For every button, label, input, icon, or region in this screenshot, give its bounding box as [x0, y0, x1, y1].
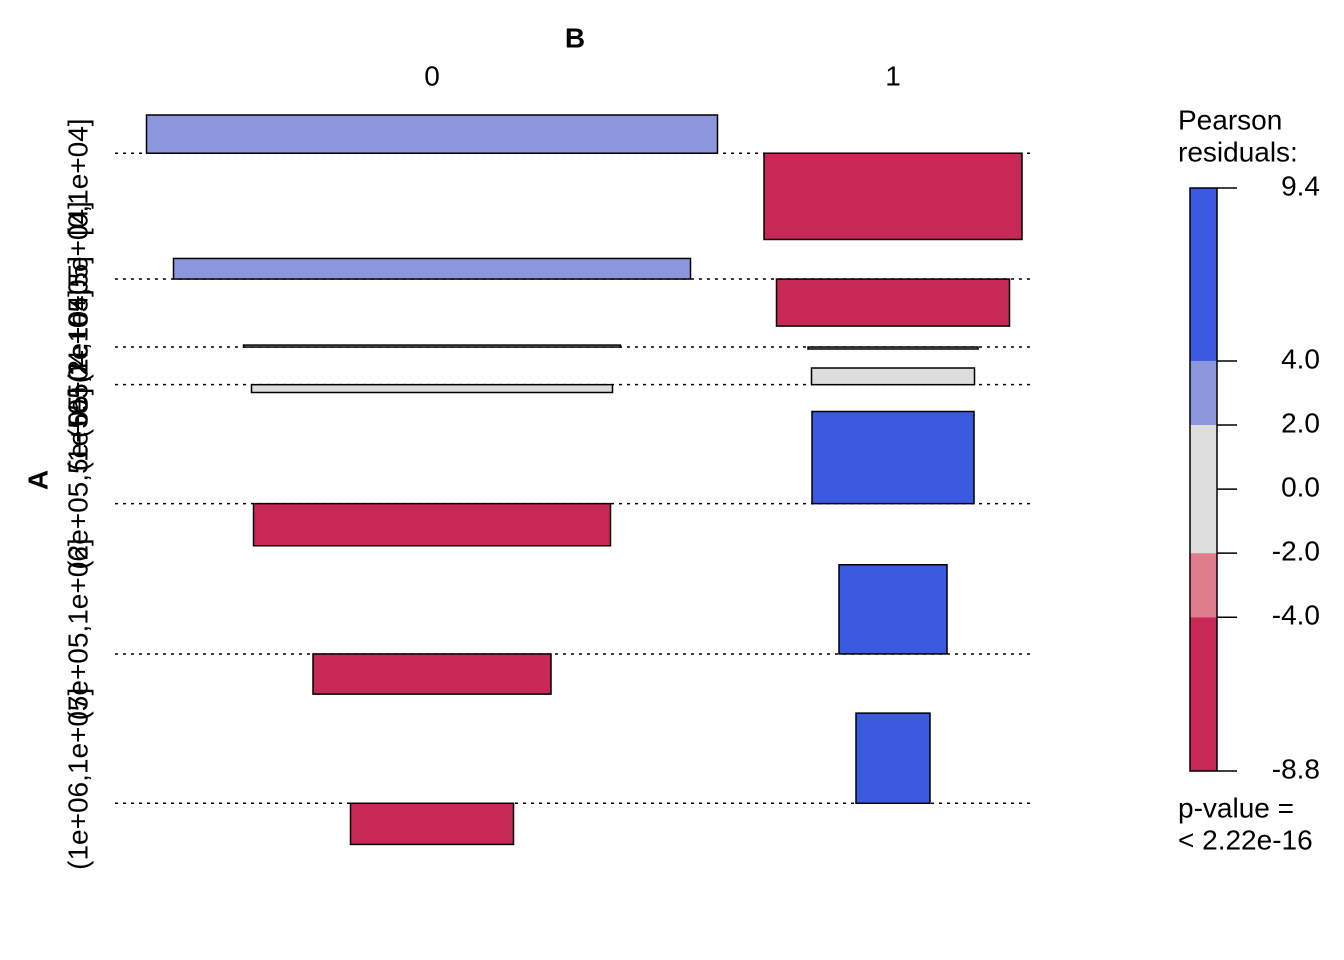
legend-tick-label: -8.8: [1272, 753, 1320, 784]
p-value: < 2.22e-16: [1178, 824, 1313, 855]
row-label: (2e+05,5e+05]: [62, 388, 93, 570]
residual-bar: [855, 712, 931, 805]
p-value: p-value =: [1178, 792, 1294, 823]
residual-bar: [172, 257, 692, 280]
y-title: A: [22, 470, 53, 490]
row-label: (1e+06,1e+07]: [62, 688, 93, 870]
residual-bar: [775, 278, 1011, 327]
residual-bar: [810, 367, 976, 386]
residual-bar: [145, 114, 719, 154]
legend-swatch: [1190, 188, 1217, 361]
residual-bar: [807, 346, 979, 350]
row-label: [0,1e+04]: [62, 118, 93, 236]
row-label: (1e+05,2e+05]: [62, 289, 93, 471]
legend-swatch: [1190, 360, 1217, 426]
column-label: 1: [885, 60, 901, 91]
row-label: (5e+05,1e+06]: [62, 538, 93, 720]
legend-tick-label: 4.0: [1281, 343, 1320, 374]
x-title: B: [565, 22, 585, 53]
column-label: 0: [424, 60, 440, 91]
legend-tick-label: -2.0: [1272, 536, 1320, 567]
legend-tick-label: -4.0: [1272, 600, 1320, 631]
residual-bar: [252, 502, 612, 547]
legend-tick-label: 2.0: [1281, 407, 1320, 438]
residual-bar: [312, 653, 552, 695]
legend-title: residuals:: [1178, 136, 1298, 167]
residual-bar: [838, 564, 948, 655]
residual-bar: [250, 383, 614, 394]
legend-tick-label: 9.4: [1281, 170, 1320, 201]
row-label: (5e+04,1e+05]: [62, 256, 93, 438]
legend-tick-label: 0.0: [1281, 472, 1320, 503]
residual-bar: [811, 410, 975, 505]
legend-swatch: [1190, 617, 1217, 771]
legend-frame: [1189, 187, 1218, 772]
row-label: (1e+04,5e+04]: [62, 201, 93, 383]
residual-bar: [763, 152, 1023, 241]
legend-swatch: [1190, 425, 1217, 554]
residual-bar: [349, 802, 515, 846]
residual-bar: [242, 344, 622, 348]
legend-swatch: [1190, 553, 1217, 618]
legend-title: Pearson: [1178, 104, 1282, 135]
